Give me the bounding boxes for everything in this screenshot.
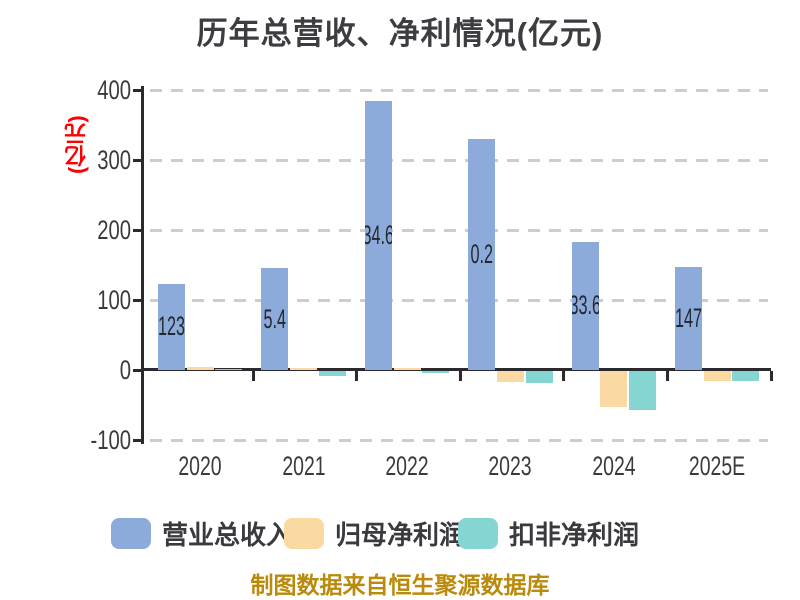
y-tick-100 <box>133 298 141 302</box>
net-profit-bar-2023 <box>496 371 524 383</box>
revenue-bar-label-2020: 123 <box>158 311 185 342</box>
legend-swatch-revenue <box>111 518 151 549</box>
revenue-bar-label-2021: 5.4 <box>263 304 287 334</box>
y-tick-300 <box>133 158 141 162</box>
x-tick-5 <box>770 371 773 381</box>
legend-label-net-profit: 归母净利润 <box>335 520 466 550</box>
x-axis-label-2022: 2022 <box>385 451 429 481</box>
x-axis-line <box>141 368 771 371</box>
y-tick-label-100: 100 <box>97 285 131 315</box>
revenue-bar-2025E <box>675 267 702 370</box>
x-axis-label-2025E: 2025E <box>689 451 746 481</box>
legend-item-revenue: 营业总收入 <box>111 518 293 550</box>
x-axis-label-2023: 2023 <box>488 451 533 481</box>
y-tick-label-300: 300 <box>97 145 131 175</box>
revenue-bar-2023 <box>468 138 496 370</box>
revenue-bar-2021 <box>261 268 289 370</box>
gridline-200 <box>150 228 768 232</box>
legend-label-deducted-profit: 扣非净利润 <box>509 520 640 550</box>
gridline-400 <box>150 88 768 92</box>
deducted-profit-bar-2020 <box>215 368 243 370</box>
x-axis-label-2021: 2021 <box>281 451 326 481</box>
deducted-profit-bar-2024 <box>629 371 656 410</box>
y-tick-400 <box>133 88 141 92</box>
y-tick-200 <box>133 228 141 232</box>
footer-source-note: 制图数据来自恒生聚源数据库 <box>250 572 550 598</box>
legend-item-net-profit: 归母净利润 <box>284 518 466 550</box>
x-tick-3 <box>562 371 566 381</box>
gridline-300 <box>150 158 768 162</box>
y-tick--100 <box>133 438 141 442</box>
gridline--100 <box>150 438 768 442</box>
x-axis-label-2024: 2024 <box>592 451 636 481</box>
y-tick-label-0: 0 <box>119 355 131 385</box>
legend-item-deducted-profit: 扣非净利润 <box>458 518 640 550</box>
net-profit-bar-2021 <box>290 367 318 370</box>
deducted-profit-bar-2022 <box>422 371 450 373</box>
x-tick-4 <box>665 371 669 381</box>
y-tick-label-200: 200 <box>97 215 131 245</box>
revenue-bar-label-2023: 0.2 <box>470 239 493 269</box>
net-profit-bar-2025E <box>703 371 731 381</box>
revenue-bar-2022 <box>364 100 392 370</box>
revenue-bar-2020 <box>158 283 185 370</box>
revenue-bar-2024 <box>571 241 599 370</box>
net-profit-bar-2022 <box>393 368 421 371</box>
legend-swatch-deducted-profit <box>458 518 498 549</box>
deducted-profit-bar-2025E <box>732 371 760 381</box>
deducted-profit-bar-2021 <box>318 371 346 376</box>
y-tick-label-400: 400 <box>97 75 131 105</box>
x-tick-0 <box>252 371 255 381</box>
legend-label-revenue: 营业总收入 <box>162 520 293 550</box>
x-tick-1 <box>355 371 359 381</box>
gridline-100 <box>150 298 768 302</box>
legend-swatch-net-profit <box>284 518 324 549</box>
deducted-profit-bar-2023 <box>525 371 553 383</box>
net-profit-bar-2024 <box>600 371 628 408</box>
y-tick-label--100: -100 <box>90 425 131 455</box>
y-axis-line <box>141 86 144 444</box>
revenue-bar-label-2022: 34.6 <box>365 220 392 250</box>
x-tick-2 <box>458 371 462 381</box>
chart-title: 历年总营收、净利情况(亿元) <box>196 16 604 51</box>
net-profit-bar-2020 <box>186 367 214 370</box>
x-axis-label-2020: 2020 <box>178 451 222 481</box>
revenue-bar-label-2024: 33.6 <box>572 290 599 321</box>
revenue-bar-label-2025E: 147 <box>675 303 702 334</box>
y-tick-0 <box>133 368 141 372</box>
